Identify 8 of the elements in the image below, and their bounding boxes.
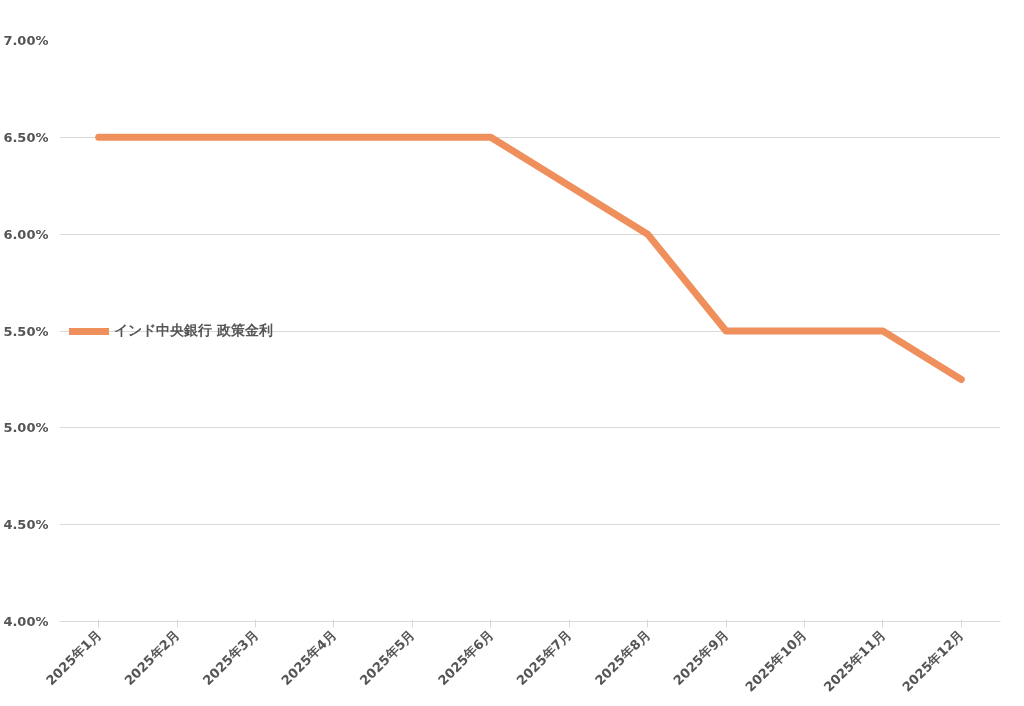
y-tick-label: 6.00% [3, 226, 49, 242]
y-tick-label: 5.00% [3, 420, 49, 436]
y-tick-label: 5.50% [3, 323, 49, 339]
legend-label: インド中央銀行 政策金利 [114, 321, 273, 340]
y-tick-label: 4.00% [3, 614, 49, 629]
y-tick-label: 6.50% [3, 129, 49, 145]
y-tick-label: 4.50% [3, 517, 49, 533]
y-tick-label: 7.00% [3, 33, 49, 48]
